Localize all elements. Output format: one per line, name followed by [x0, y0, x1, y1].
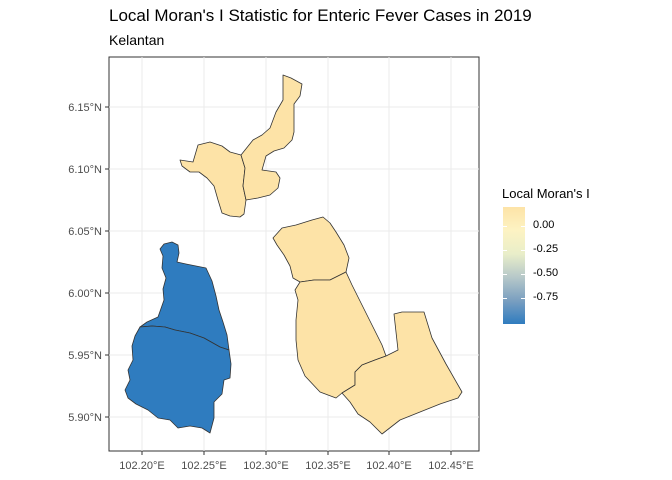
legend-title: Local Moran's I	[502, 186, 590, 201]
chart-title: Local Moran's I Statistic for Enteric Fe…	[109, 6, 532, 25]
legend-label: 0.00	[533, 219, 555, 231]
region-north-large	[240, 74, 303, 201]
y-tick-label: 6.00°N	[68, 288, 102, 300]
x-tick-label: 102.20°E	[119, 460, 164, 472]
axis-ticks	[105, 106, 452, 455]
legend-tick	[521, 274, 525, 275]
y-tick-label: 6.10°N	[68, 164, 102, 176]
region-west-lower	[124, 325, 232, 434]
region-east-bottom	[341, 311, 463, 435]
legend-tick	[503, 274, 507, 275]
legend-tick	[521, 226, 525, 227]
x-tick-label: 102.45°E	[428, 460, 473, 472]
legend-tick	[503, 250, 507, 251]
chart-subtitle: Kelantan	[109, 32, 165, 48]
legend-tick	[503, 298, 507, 299]
legend-tick	[521, 298, 525, 299]
y-tick-label: 6.05°N	[68, 226, 102, 238]
legend-tick	[503, 226, 507, 227]
legend-tick	[521, 250, 525, 251]
x-tick-label: 102.40°E	[366, 460, 411, 472]
x-tick-label: 102.25°E	[181, 460, 226, 472]
region-north-small	[179, 141, 247, 218]
y-tick-label: 6.15°N	[68, 102, 102, 114]
y-tick-label: 5.90°N	[68, 412, 102, 424]
x-tick-label: 102.35°E	[305, 460, 350, 472]
y-tick-label: 5.95°N	[68, 350, 102, 362]
legend-label: -0.25	[533, 243, 559, 255]
legend-label: -0.50	[533, 267, 559, 279]
legend-label: -0.75	[533, 291, 559, 303]
legend-colorbar	[503, 207, 525, 324]
x-tick-label: 102.30°E	[243, 460, 288, 472]
